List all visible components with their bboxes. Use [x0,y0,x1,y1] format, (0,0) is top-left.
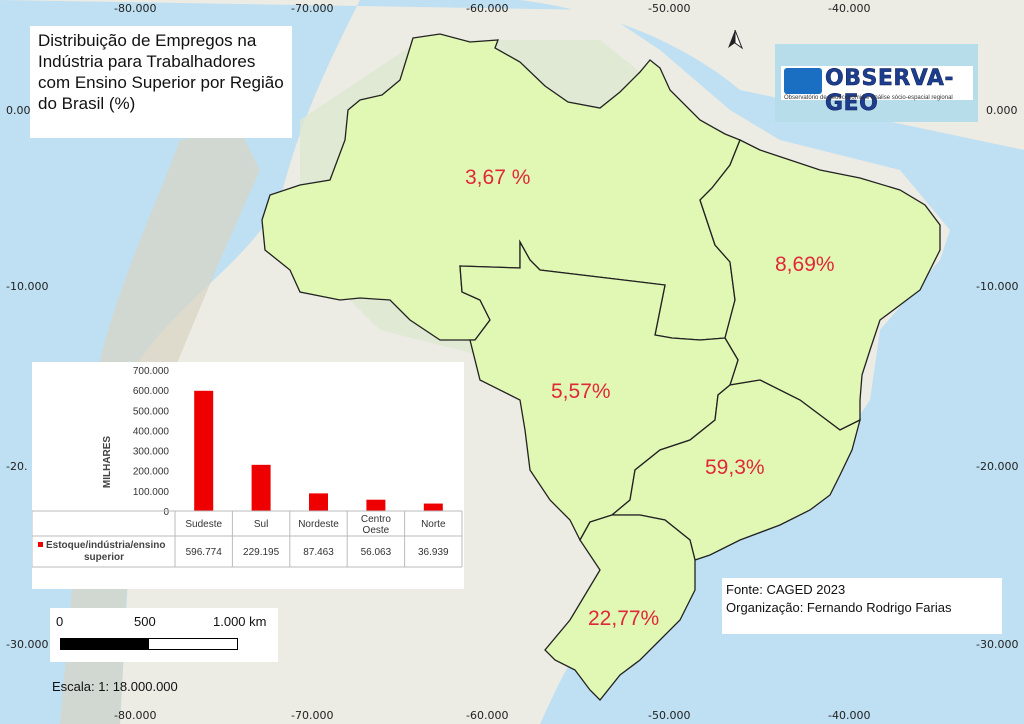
coord-right-4: -30.000 [976,638,1019,651]
logo-panel: OBSERVA-GEO Observatório de geoeconomia … [781,66,973,116]
y-tick-label: 0 [163,507,169,518]
coord-bottom-3: -60.000 [466,709,509,722]
coord-top-4: -50.000 [648,2,691,15]
scale-label-0: 0 [56,614,64,629]
coord-bottom-4: -50.000 [648,709,691,722]
globe-icon [784,68,822,94]
bar [251,464,271,511]
scale-text: Escala: 1: 18.000.000 [52,679,178,694]
bar [423,503,443,511]
y-tick-label: 400.000 [133,426,170,437]
scale-bar-white [148,638,238,650]
region-sul[interactable] [544,514,696,701]
category-label: Norte [421,519,446,530]
data-value-label: 36.939 [418,547,449,558]
coord-left-1: 0.000 [6,104,38,117]
logo-tagline: Observatório de geoeconomia e análise só… [784,95,953,101]
coord-top-3: -60.000 [466,2,509,15]
coord-left-3: -20. [6,460,28,473]
category-label: Centro [361,514,391,525]
scale-label-500: 500 [134,614,156,629]
map-title: Distribuição de Empregos na Indústria pa… [38,31,284,113]
label-nordeste: 8,69% [775,253,835,276]
source-text: Fonte: CAGED 2023 [726,582,846,597]
y-tick-label: 700.000 [133,366,170,377]
scale-bar-black [60,638,150,650]
coord-top-2: -70.000 [291,2,334,15]
y-tick-label: 500.000 [133,406,170,417]
bar [309,493,328,511]
north-arrow-icon [728,29,744,50]
legend-key [38,542,43,547]
legend-label: Estoque/indústria/ensino [46,540,165,551]
bar-chart: 0 100.000 200.000 300.000 400.000 500.000 600.… [31,366,463,568]
source-box: Fonte: CAGED 2023 Organização: Fernando … [722,578,1002,634]
data-value-label: 229.195 [243,547,280,558]
coord-right-2: -10.000 [976,280,1019,293]
y-tick-label: 100.000 [133,487,170,498]
category-label: Sul [254,519,268,530]
legend-label: superior [84,552,124,563]
y-tick-label: 200.000 [133,467,170,478]
region-nordeste[interactable] [699,139,941,431]
bar-chart-panel: 0 100.000 200.000 300.000 400.000 500.000 600.… [31,362,464,589]
coord-left-2: -10.000 [6,280,49,293]
bar [366,499,386,511]
category-label: Nordeste [298,519,339,530]
y-axis-label: MILHARES [102,436,113,489]
organization-text: Organização: Fernando Rodrigo Farias [726,600,952,615]
category-label: Sudeste [185,519,222,530]
label-norte: 3,67 % [465,166,531,189]
label-centro-oeste: 5,57% [551,380,611,403]
region-sudeste[interactable] [610,379,861,561]
data-value-label: 56.063 [361,547,392,558]
brazil-regions [261,33,941,701]
y-tick-label: 300.000 [133,447,170,458]
data-value-label: 87.463 [303,547,334,558]
coord-left-4: -30.000 [6,638,49,651]
coord-bottom-2: -70.000 [291,709,334,722]
logo-name: OBSERVA-GEO [825,66,954,117]
coord-right-1: 0.000 [986,104,1018,117]
data-value-label: 596.774 [186,547,223,558]
label-sul: 22,77% [588,607,660,630]
coord-top-5: -40.000 [828,2,871,15]
coord-right-3: -20.000 [976,460,1019,473]
scale-label-1000: 1.000 km [213,614,267,629]
label-sudeste: 59,3% [705,456,765,479]
map-title-box: Distribuição de Empregos na Indústria pa… [30,26,292,138]
y-tick-label: 600.000 [133,386,170,397]
coord-top-1: -80.000 [114,2,157,15]
category-label: Oeste [363,525,390,536]
observa-geo-logo: OBSERVA-GEO Observatório de geoeconomia … [775,44,978,122]
scale-bar: 0 500 1.000 km [50,608,278,662]
coord-bottom-1: -80.000 [114,709,157,722]
coord-bottom-5: -40.000 [828,709,871,722]
bar [194,390,214,511]
